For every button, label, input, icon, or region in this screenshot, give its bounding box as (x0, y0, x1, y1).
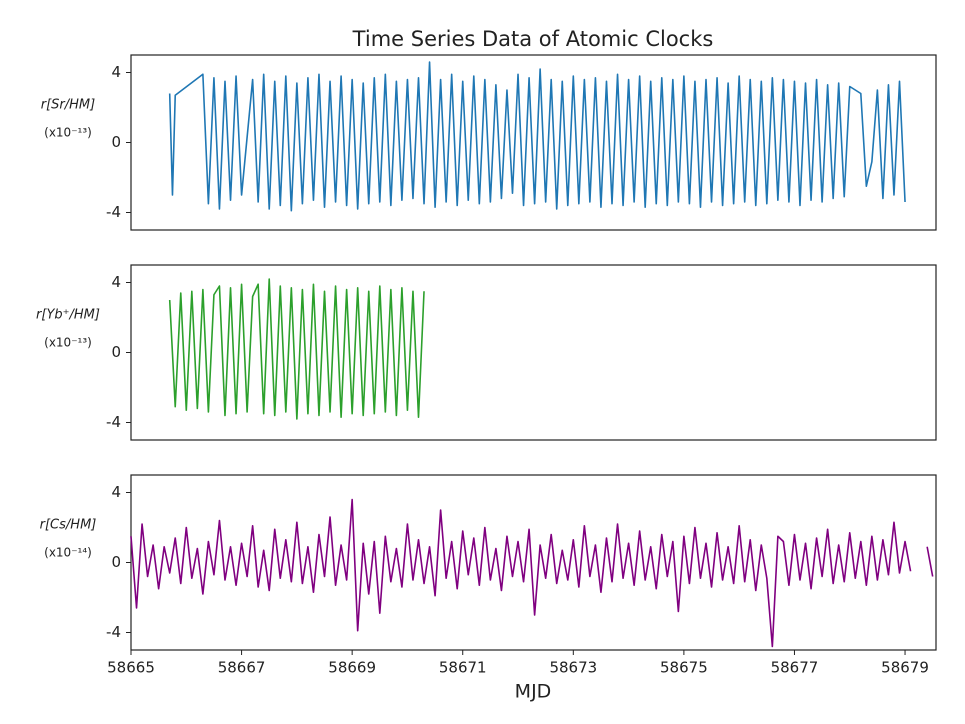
data-line (130, 498, 934, 648)
x-axis-label: MJD (515, 681, 552, 703)
y-axis-unit: (x10⁻¹³) (44, 336, 92, 350)
y-tick-label: 4 (111, 273, 121, 291)
data-line (168, 278, 425, 420)
y-tick-label: -4 (106, 413, 121, 431)
x-tick-label: 58679 (881, 659, 929, 677)
y-tick-label: -4 (106, 623, 121, 641)
y-axis-label: r[Yb⁺/HM] (36, 308, 100, 323)
x-tick-label: 58671 (439, 659, 487, 677)
y-axis-label: r[Cs/HM] (40, 518, 97, 533)
x-tick-label: 58667 (218, 659, 266, 677)
x-tick-label: 58665 (107, 659, 155, 677)
plot-frame (130, 474, 937, 651)
y-axis-unit: (x10⁻¹³) (44, 126, 92, 140)
x-tick-label: 58675 (660, 659, 708, 677)
chart-title: Time Series Data of Atomic Clocks (352, 27, 714, 51)
y-tick-label: 4 (111, 483, 121, 501)
y-axis-label: r[Sr/HM] (41, 98, 95, 113)
y-tick-label: 0 (111, 343, 121, 361)
y-tick-label: 0 (111, 553, 121, 571)
y-axis-unit: (x10⁻¹⁴) (44, 546, 92, 560)
x-tick-label: 58677 (771, 659, 819, 677)
x-tick-label: 58669 (328, 659, 376, 677)
plot-frame (130, 264, 937, 441)
y-tick-label: -4 (106, 203, 121, 221)
y-tick-label: 4 (111, 63, 121, 81)
data-line (168, 61, 906, 212)
y-tick-label: 0 (111, 133, 121, 151)
x-tick-label: 58673 (549, 659, 597, 677)
